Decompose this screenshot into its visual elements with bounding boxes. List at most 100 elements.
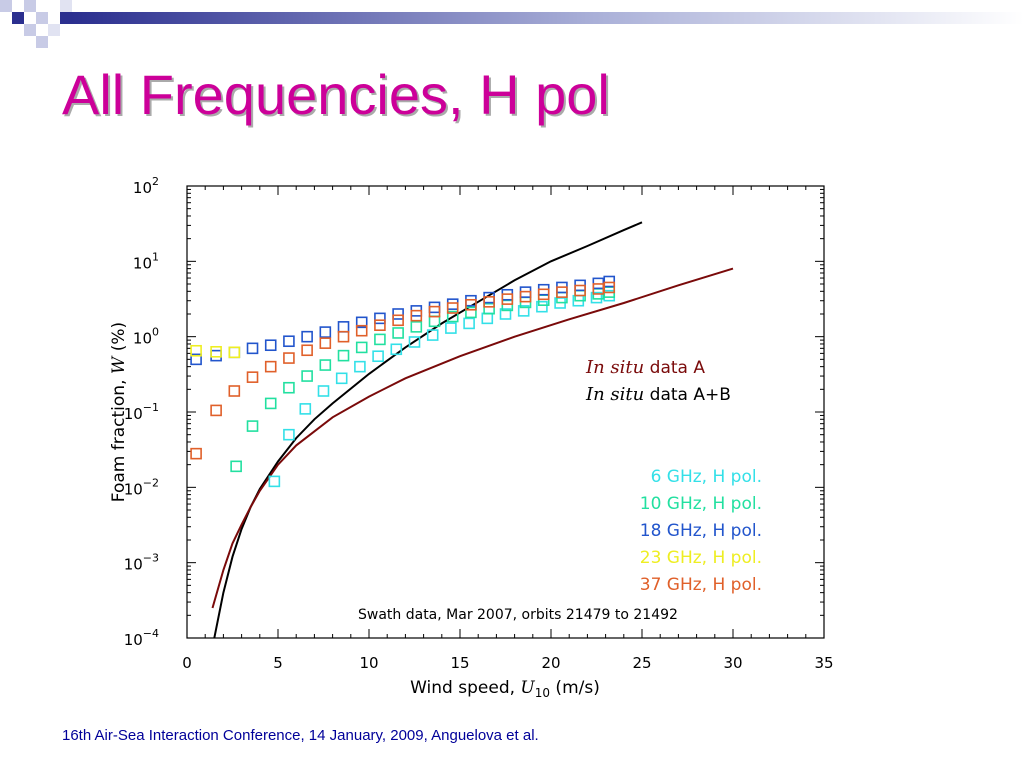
data-point-series-2 bbox=[190, 353, 202, 366]
x-tick-label: 30 bbox=[723, 654, 742, 672]
x-tick-label: 0 bbox=[182, 654, 192, 672]
data-point-series-0 bbox=[299, 403, 312, 415]
data-point-series-4 bbox=[228, 385, 241, 397]
decor-square bbox=[36, 36, 48, 48]
data-point-series-4 bbox=[603, 281, 616, 294]
y-tick-label: 10−1 bbox=[124, 401, 159, 423]
data-point-series-1 bbox=[446, 310, 459, 323]
x-axis-title: Wind speed, U10 (m/s) bbox=[410, 678, 600, 700]
data-point-series-2 bbox=[228, 346, 241, 359]
data-point-series-3 bbox=[228, 346, 241, 359]
data-point-series-2 bbox=[374, 312, 386, 325]
data-point-series-1 bbox=[374, 333, 386, 346]
data-point-series-4 bbox=[337, 330, 350, 343]
chart: 0 5 10 15 20 25 30 35 102 101 100 10−1 10−2 10−3 10−4… bbox=[109, 175, 834, 700]
data-point-series-1 bbox=[355, 341, 368, 354]
x-tick-label: 15 bbox=[450, 654, 469, 672]
legend-series-23ghz: 23 GHz, H pol. bbox=[640, 548, 762, 568]
legend-series-18ghz: 18 GHz, H pol. bbox=[640, 521, 762, 541]
data-point-series-0 bbox=[268, 475, 281, 488]
decor-square bbox=[36, 12, 48, 24]
data-point-series-4 bbox=[410, 309, 423, 322]
data-point-series-1 bbox=[483, 302, 495, 315]
plot-frame bbox=[186, 185, 825, 639]
data-point-series-2 bbox=[355, 316, 368, 329]
data-point-series-4 bbox=[428, 305, 441, 318]
data-point-series-2 bbox=[603, 275, 616, 288]
corner-decoration bbox=[0, 0, 1024, 48]
data-point-series-2 bbox=[337, 321, 350, 333]
data-point-series-0 bbox=[499, 308, 512, 320]
line-insitu-ab bbox=[211, 267, 734, 609]
decor-square bbox=[60, 0, 72, 12]
legend-series-6ghz: 6 GHz, H pol. bbox=[651, 467, 762, 487]
data-point-series-4 bbox=[556, 286, 568, 298]
data-point-series-4 bbox=[374, 319, 386, 331]
line-insitu-a bbox=[213, 221, 643, 639]
x-tick-label: 35 bbox=[814, 654, 833, 672]
data-point-series-4 bbox=[355, 324, 368, 337]
legend-series-10ghz: 10 GHz, H pol. bbox=[640, 494, 762, 514]
legend-series-37ghz: 37 GHz, H pol. bbox=[640, 575, 762, 595]
decor-square bbox=[24, 0, 36, 12]
y-tick-labels: 102 101 100 10−1 10−2 10−3 10−4 bbox=[124, 175, 159, 649]
decor-square bbox=[48, 24, 60, 36]
x-tick-label: 20 bbox=[541, 654, 560, 672]
data-point-series-2 bbox=[392, 308, 404, 320]
y-tick-label: 100 bbox=[133, 326, 159, 348]
data-point-series-0 bbox=[317, 385, 330, 397]
data-point-series-1 bbox=[337, 349, 350, 362]
data-point-series-4 bbox=[301, 344, 313, 357]
data-point-series-2 bbox=[210, 349, 222, 362]
data-point-series-0 bbox=[335, 372, 348, 385]
data-point-series-1 bbox=[283, 381, 295, 394]
data-point-series-0 bbox=[517, 305, 530, 317]
data-point-series-4 bbox=[446, 302, 459, 314]
data-point-series-3 bbox=[210, 345, 222, 358]
legend-line-ab: In situ data A+B bbox=[585, 384, 731, 405]
axis-ticks bbox=[186, 185, 825, 639]
data-point-series-4 bbox=[392, 314, 404, 327]
data-point-series-0 bbox=[536, 300, 548, 313]
data-point-series-4 bbox=[519, 290, 532, 303]
data-point-series-0 bbox=[590, 291, 603, 304]
data-point-series-0 bbox=[463, 317, 475, 330]
x-tick-labels: 0 5 10 15 20 25 30 35 bbox=[182, 654, 833, 672]
data-point-series-0 bbox=[408, 336, 421, 348]
decor-square bbox=[0, 0, 12, 12]
x-tick-label: 25 bbox=[632, 654, 651, 672]
data-point-series-3 bbox=[190, 344, 202, 357]
legend-line-a: In situ data A bbox=[585, 357, 705, 378]
y-tick-label: 101 bbox=[133, 250, 159, 272]
decor-square bbox=[24, 24, 36, 36]
data-point-series-2 bbox=[264, 339, 277, 352]
data-point-series-4 bbox=[283, 352, 295, 364]
data-point-series-2 bbox=[446, 298, 459, 310]
data-point-series-1 bbox=[301, 370, 313, 382]
data-point-series-4 bbox=[592, 283, 605, 295]
data-point-series-4 bbox=[210, 404, 222, 417]
data-point-series-4 bbox=[501, 293, 514, 305]
chart-annotation: Swath data, Mar 2007, orbits 21479 to 21… bbox=[358, 607, 678, 623]
slide-title: All Frequencies, H pol bbox=[62, 63, 610, 126]
data-point-series-1 bbox=[246, 420, 259, 432]
data-point-series-4 bbox=[246, 371, 259, 383]
data-point-series-1 bbox=[465, 306, 477, 319]
y-tick-label: 10−2 bbox=[124, 476, 159, 498]
decor-square bbox=[12, 12, 24, 24]
data-point-series-2 bbox=[283, 335, 295, 348]
data-point-series-0 bbox=[283, 428, 295, 441]
data-point-series-4 bbox=[483, 296, 495, 308]
slide-footer: 16th Air-Sea Interaction Conference, 14 … bbox=[62, 727, 539, 744]
decor-bar bbox=[72, 12, 1024, 24]
data-point-series-4 bbox=[574, 284, 586, 297]
data-points bbox=[190, 275, 616, 488]
data-point-series-0 bbox=[426, 329, 439, 341]
data-point-series-1 bbox=[392, 327, 404, 339]
data-point-series-4 bbox=[319, 337, 332, 349]
data-point-series-2 bbox=[319, 326, 332, 338]
data-point-series-1 bbox=[319, 359, 332, 371]
y-tick-label: 10−3 bbox=[124, 552, 159, 574]
data-point-series-1 bbox=[230, 460, 242, 473]
y-axis-title: Foam fraction, W (%) bbox=[109, 322, 129, 502]
